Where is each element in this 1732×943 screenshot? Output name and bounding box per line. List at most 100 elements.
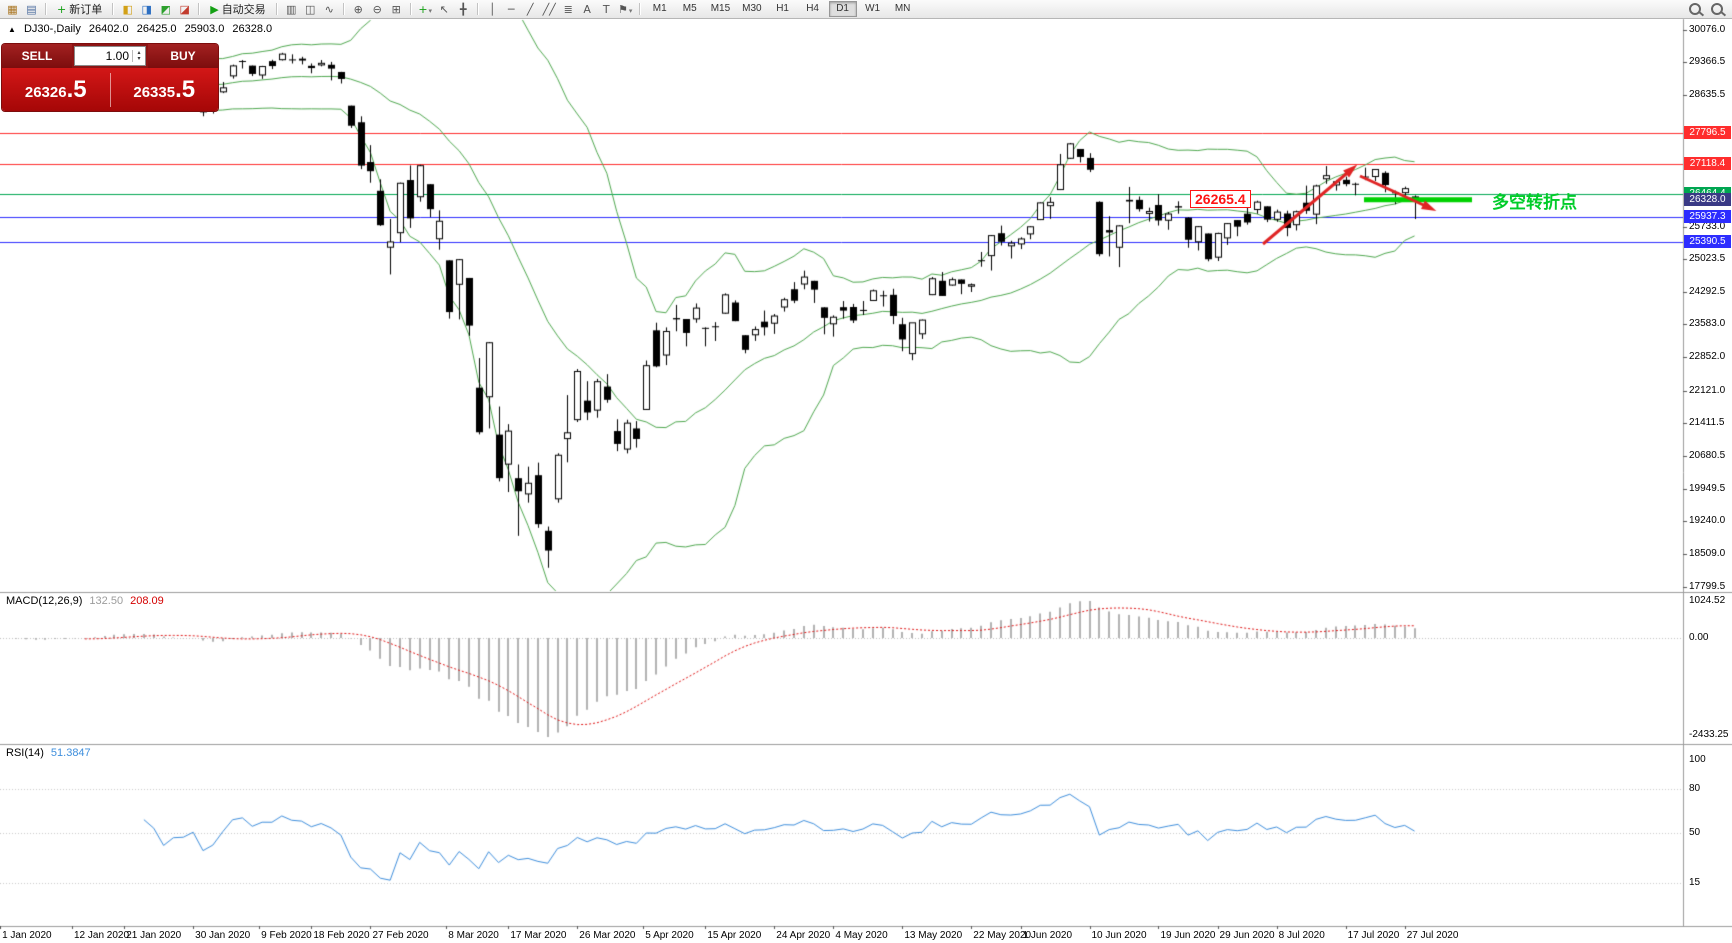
cursor-icon: ↖ bbox=[439, 2, 449, 16]
toolbar-separator bbox=[112, 3, 115, 15]
date-label: 9 Feb 2020 bbox=[261, 930, 312, 941]
volume-stepper[interactable]: 1.00 ▴ ▾ bbox=[74, 46, 146, 66]
price-axis-label: 21411.5 bbox=[1689, 416, 1725, 428]
date-label: 15 Apr 2020 bbox=[707, 930, 762, 941]
rsi-axis-label: 80 bbox=[1689, 783, 1701, 794]
chevron-down-icon[interactable]: ▾ bbox=[428, 6, 433, 15]
chart-profiles-icon[interactable]: ▤ bbox=[23, 2, 40, 17]
toolbar-separator bbox=[638, 3, 641, 15]
crosshair-icon: ╋ bbox=[459, 2, 467, 16]
autotrading-icon: ▶ bbox=[210, 2, 219, 16]
bar-chart-icon[interactable]: ▥ bbox=[283, 2, 300, 17]
indicators-icon[interactable]: +▾ bbox=[417, 2, 434, 17]
timeframe-button-h1[interactable]: H1 bbox=[776, 3, 789, 14]
data-window-icon[interactable]: ◨ bbox=[138, 2, 155, 17]
date-label: 18 Feb 2020 bbox=[313, 930, 370, 941]
line-chart-icon[interactable]: ∿ bbox=[321, 2, 338, 17]
panel-collapse-icon[interactable]: ▲ bbox=[8, 25, 16, 34]
price-axis-label: 30076.0 bbox=[1689, 23, 1726, 35]
buy-price[interactable]: 26335.5 bbox=[133, 75, 196, 103]
vertical-line-icon[interactable]: │ bbox=[484, 2, 501, 17]
chart-ohlc-header: ▲ DJ30-,Daily 26402.0 26425.0 25903.0 26… bbox=[8, 23, 277, 35]
price-axis-label: 19949.5 bbox=[1689, 483, 1726, 494]
price-axis-label: 22121.0 bbox=[1689, 384, 1726, 396]
sell-button[interactable]: SELL bbox=[2, 44, 72, 68]
timeframe-button-m15[interactable]: M15 bbox=[710, 3, 731, 14]
text-label-icon[interactable]: T bbox=[598, 2, 615, 17]
navigator-icon[interactable]: ◩ bbox=[157, 2, 174, 17]
terminal-icon: ◪ bbox=[179, 2, 190, 16]
buy-button[interactable]: BUY bbox=[148, 44, 218, 68]
fibonacci-icon[interactable]: ≣ bbox=[560, 2, 577, 17]
price-axis-label: 29366.5 bbox=[1689, 55, 1726, 67]
volume-spin-buttons[interactable]: ▴ ▾ bbox=[132, 50, 145, 62]
new-order-button-label: 新订单 bbox=[69, 4, 103, 16]
date-label: 10 Jun 2020 bbox=[1091, 930, 1147, 941]
toolbar-right-icons bbox=[1689, 3, 1729, 15]
trendline-icon[interactable]: ╱ bbox=[522, 2, 539, 17]
new-chart-icon[interactable]: ▦ bbox=[4, 2, 21, 17]
candlestick-chart-icon[interactable]: ◫ bbox=[302, 2, 319, 17]
timeframe-button-d1[interactable]: D1 bbox=[828, 1, 857, 17]
timeframe-button-mn[interactable]: MN bbox=[894, 3, 911, 14]
horizontal-line-icon[interactable]: ─ bbox=[503, 2, 520, 17]
chart-symbol-period: DJ30-,Daily bbox=[23, 23, 81, 35]
macd-title: MACD(12,26,9) bbox=[6, 595, 83, 607]
timeframe-button-h4[interactable]: H4 bbox=[806, 3, 819, 14]
timeframe-button-m1[interactable]: M1 bbox=[652, 3, 667, 14]
indicators-icon: + bbox=[418, 2, 428, 16]
price-axis-label: 25733.0 bbox=[1689, 220, 1726, 232]
text-icon[interactable]: A bbox=[579, 2, 596, 17]
rsi-title: RSI(14) bbox=[6, 747, 44, 759]
fibonacci-icon: ≣ bbox=[563, 2, 573, 16]
date-label: 4 May 2020 bbox=[835, 930, 888, 941]
crosshair-icon[interactable]: ╋ bbox=[455, 2, 472, 17]
new-chart-icon: ▦ bbox=[7, 2, 18, 16]
market-watch-icon[interactable]: ◧ bbox=[119, 2, 136, 17]
price-axis-label: 25023.5 bbox=[1689, 252, 1726, 264]
volume-value[interactable]: 1.00 bbox=[105, 49, 129, 63]
rsi-axis-label: 50 bbox=[1689, 826, 1701, 838]
date-label: 13 May 2020 bbox=[904, 930, 963, 941]
price-axis-label: 20680.5 bbox=[1689, 449, 1726, 461]
tile-windows-icon[interactable]: ⊞ bbox=[388, 2, 405, 17]
date-label: 5 Apr 2020 bbox=[645, 930, 694, 941]
timeframe-button-m5[interactable]: M5 bbox=[682, 3, 697, 14]
volume-down-icon[interactable]: ▾ bbox=[137, 55, 141, 62]
zoom-out-icon[interactable]: ⊖ bbox=[369, 2, 386, 17]
zoom-in-icon: ⊕ bbox=[353, 2, 363, 16]
timeframe-button-m30[interactable]: M30 bbox=[742, 3, 762, 14]
price-axis-label: 28635.5 bbox=[1689, 89, 1726, 101]
sell-price[interactable]: 26326.5 bbox=[24, 75, 87, 103]
navigator-icon: ◩ bbox=[160, 2, 171, 16]
autotrading-button[interactable]: ▶ 自动交易 bbox=[205, 2, 270, 17]
price-divider bbox=[109, 72, 111, 107]
volume-up-icon[interactable]: ▴ bbox=[137, 49, 141, 56]
chart-profiles-icon: ▤ bbox=[26, 2, 37, 16]
price-annotation: 26265.4 bbox=[1190, 190, 1251, 208]
toolbar-separator bbox=[476, 3, 479, 15]
zoom-icon[interactable] bbox=[1711, 3, 1723, 15]
cursor-icon[interactable]: ↖ bbox=[436, 2, 453, 17]
vertical-line-icon: │ bbox=[488, 2, 496, 16]
zoom-in-icon[interactable]: ⊕ bbox=[350, 2, 367, 17]
timeframe-button-w1[interactable]: W1 bbox=[865, 3, 881, 14]
channel-icon[interactable]: ╱╱ bbox=[541, 2, 558, 17]
date-label: 19 Jun 2020 bbox=[1160, 930, 1216, 941]
bar-chart-icon: ▥ bbox=[285, 2, 297, 16]
price-axis-label: 22852.0 bbox=[1689, 351, 1726, 363]
new-order-button[interactable]: + 新订单 bbox=[52, 2, 107, 17]
price-level-badge: 27796.5 bbox=[1684, 126, 1731, 140]
ohlc-open: 26402.0 bbox=[88, 23, 129, 35]
arrows-icon[interactable]: ⚑▾ bbox=[617, 2, 634, 17]
price-axis-label: 19240.0 bbox=[1689, 515, 1726, 527]
search-icon[interactable] bbox=[1689, 3, 1701, 15]
zoom-out-icon: ⊖ bbox=[372, 2, 382, 16]
date-label: 8 Jul 2020 bbox=[1278, 930, 1325, 941]
price-axis-label: 23583.0 bbox=[1689, 318, 1726, 330]
chevron-down-icon[interactable]: ▾ bbox=[628, 6, 633, 15]
toolbar-separator bbox=[198, 3, 201, 15]
terminal-icon[interactable]: ◪ bbox=[176, 2, 193, 17]
date-label: 24 Apr 2020 bbox=[776, 930, 831, 941]
